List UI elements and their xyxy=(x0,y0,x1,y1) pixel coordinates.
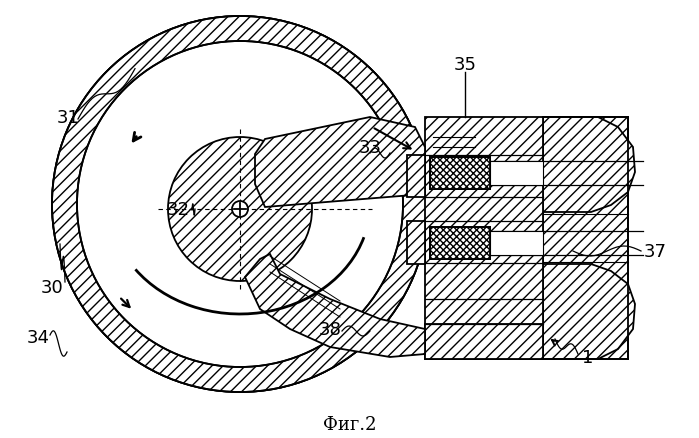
Polygon shape xyxy=(407,155,425,198)
Bar xyxy=(490,231,543,255)
Polygon shape xyxy=(543,265,635,359)
Text: 31: 31 xyxy=(57,109,80,127)
Bar xyxy=(425,324,543,359)
Bar xyxy=(430,158,490,190)
Bar xyxy=(430,227,490,259)
Bar xyxy=(490,162,543,186)
Polygon shape xyxy=(543,118,628,359)
Bar xyxy=(430,227,490,259)
Bar xyxy=(430,158,490,190)
Text: 37: 37 xyxy=(644,243,667,261)
Text: 35: 35 xyxy=(454,56,477,74)
Text: Фиг.2: Фиг.2 xyxy=(323,415,377,433)
Polygon shape xyxy=(255,118,425,208)
Text: 33: 33 xyxy=(359,139,382,157)
Polygon shape xyxy=(407,222,425,265)
Circle shape xyxy=(168,138,312,281)
Text: 30: 30 xyxy=(41,279,64,297)
Bar xyxy=(425,118,543,359)
Text: 38: 38 xyxy=(319,320,341,338)
Polygon shape xyxy=(543,118,635,212)
Circle shape xyxy=(52,17,428,392)
Text: 32: 32 xyxy=(166,201,189,219)
Text: 34: 34 xyxy=(27,328,50,346)
Polygon shape xyxy=(245,254,425,357)
Text: 1: 1 xyxy=(582,348,593,366)
Circle shape xyxy=(232,201,248,218)
